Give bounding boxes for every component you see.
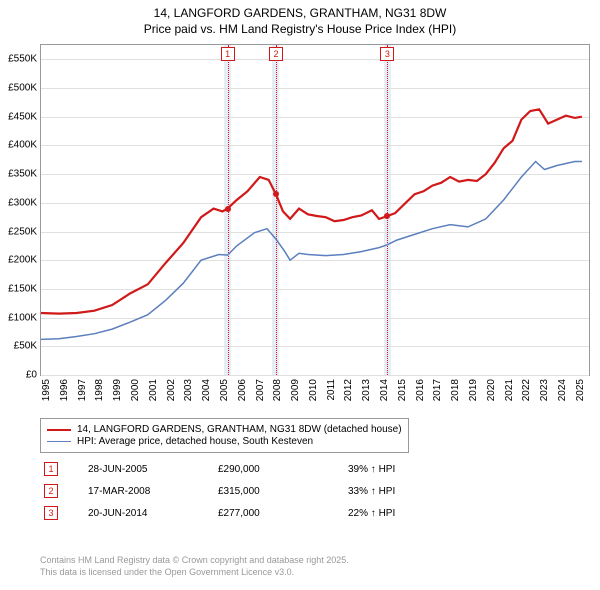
x-tick-label: 2019 <box>468 379 479 401</box>
legend-label: 14, LANGFORD GARDENS, GRANTHAM, NG31 8DW… <box>77 424 402 435</box>
series-svg <box>41 45 589 375</box>
y-tick-label: £500K <box>8 83 37 94</box>
sale-date: 20-JUN-2014 <box>88 508 218 519</box>
sale-price: £290,000 <box>218 464 348 475</box>
y-tick-label: £0 <box>26 370 37 381</box>
sale-dot <box>225 206 231 212</box>
x-tick-label: 2008 <box>272 379 283 401</box>
x-tick-label: 2011 <box>326 379 337 401</box>
title-line-2: Price paid vs. HM Land Registry's House … <box>0 22 600 38</box>
x-tick-label: 2012 <box>343 379 354 401</box>
x-tick-label: 1999 <box>112 379 123 401</box>
y-tick-label: £550K <box>8 54 37 65</box>
y-tick-label: £50K <box>14 341 37 352</box>
sale-dot <box>273 191 279 197</box>
x-tick-label: 2007 <box>255 379 266 401</box>
y-tick-label: £200K <box>8 255 37 266</box>
sale-date: 28-JUN-2005 <box>88 464 218 475</box>
title-line-1: 14, LANGFORD GARDENS, GRANTHAM, NG31 8DW <box>0 6 600 22</box>
sale-dot <box>384 213 390 219</box>
x-tick-label: 1998 <box>94 379 105 401</box>
y-tick-label: £300K <box>8 197 37 208</box>
x-tick-label: 2013 <box>361 379 372 401</box>
sales-table: 1 28-JUN-2005£290,00039% ↑ HPI 2 17-MAR-200… <box>40 462 600 528</box>
marker-box-1: 1 <box>221 47 235 61</box>
sale-row-marker: 2 <box>44 484 58 498</box>
sale-row-marker: 3 <box>44 506 58 520</box>
series-property <box>41 109 582 313</box>
footer-attribution: Contains HM Land Registry data © Crown c… <box>40 555 349 578</box>
x-tick-label: 2021 <box>504 379 515 401</box>
x-tick-label: 2023 <box>539 379 550 401</box>
x-tick-label: 2001 <box>148 379 159 401</box>
sale-pct: 39% ↑ HPI <box>348 464 448 475</box>
x-tick-label: 2003 <box>183 379 194 401</box>
sale-date: 17-MAR-2008 <box>88 486 218 497</box>
x-tick-label: 2016 <box>415 379 426 401</box>
legend-swatch <box>47 441 71 442</box>
legend: 14, LANGFORD GARDENS, GRANTHAM, NG31 8DW… <box>40 418 409 453</box>
sale-row: 1 28-JUN-2005£290,00039% ↑ HPI <box>44 462 600 476</box>
sale-pct: 33% ↑ HPI <box>348 486 448 497</box>
y-tick-label: £150K <box>8 283 37 294</box>
x-tick-label: 2024 <box>557 379 568 401</box>
legend-row: HPI: Average price, detached house, Sout… <box>47 436 402 447</box>
legend-row: 14, LANGFORD GARDENS, GRANTHAM, NG31 8DW… <box>47 424 402 435</box>
x-tick-label: 2010 <box>308 379 319 401</box>
x-tick-label: 2000 <box>130 379 141 401</box>
y-tick-label: £400K <box>8 140 37 151</box>
plot-area: £0£50K£100K£150K£200K£250K£300K£350K£400… <box>40 44 590 376</box>
footer-line-2: This data is licensed under the Open Gov… <box>40 567 349 579</box>
sale-price: £277,000 <box>218 508 348 519</box>
x-tick-label: 2004 <box>201 379 212 401</box>
x-tick-label: 2020 <box>486 379 497 401</box>
footer-line-1: Contains HM Land Registry data © Crown c… <box>40 555 349 567</box>
series-hpi <box>41 162 582 340</box>
marker-box-3: 3 <box>380 47 394 61</box>
y-tick-label: £100K <box>8 312 37 323</box>
gridline-h <box>41 375 589 376</box>
x-tick-label: 2014 <box>379 379 390 401</box>
x-tick-label: 2017 <box>432 379 443 401</box>
y-tick-label: £450K <box>8 111 37 122</box>
x-tick-label: 2002 <box>166 379 177 401</box>
x-tick-label: 1997 <box>77 379 88 401</box>
x-tick-label: 1996 <box>59 379 70 401</box>
sale-row-marker: 1 <box>44 462 58 476</box>
chart-container: 14, LANGFORD GARDENS, GRANTHAM, NG31 8DW… <box>0 0 600 590</box>
y-tick-label: £350K <box>8 169 37 180</box>
sale-row: 3 20-JUN-2014£277,00022% ↑ HPI <box>44 506 600 520</box>
legend-swatch <box>47 429 71 431</box>
sale-pct: 22% ↑ HPI <box>348 508 448 519</box>
x-tick-label: 2005 <box>219 379 230 401</box>
chart-title: 14, LANGFORD GARDENS, GRANTHAM, NG31 8DW… <box>0 0 600 37</box>
x-tick-label: 2015 <box>397 379 408 401</box>
sale-price: £315,000 <box>218 486 348 497</box>
marker-box-2: 2 <box>269 47 283 61</box>
sale-row: 2 17-MAR-2008£315,00033% ↑ HPI <box>44 484 600 498</box>
x-tick-label: 2018 <box>450 379 461 401</box>
y-tick-label: £250K <box>8 226 37 237</box>
legend-label: HPI: Average price, detached house, Sout… <box>77 436 313 447</box>
x-tick-label: 2006 <box>237 379 248 401</box>
x-tick-label: 2025 <box>575 379 586 401</box>
x-tick-label: 2022 <box>521 379 532 401</box>
x-tick-label: 1995 <box>41 379 52 401</box>
x-tick-label: 2009 <box>290 379 301 401</box>
